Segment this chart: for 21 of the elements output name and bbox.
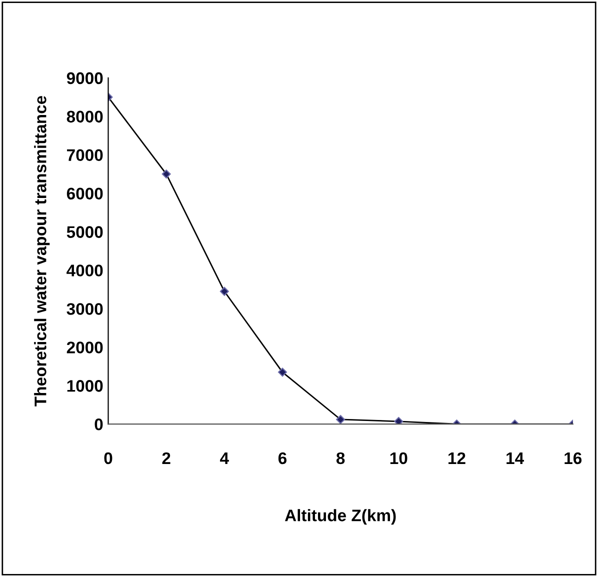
x-tick-label: 6 — [278, 452, 287, 464]
x-tick-label: 4 — [220, 452, 229, 464]
y-tick-label: 7000 — [67, 149, 103, 162]
y-tick-label: 8000 — [66, 110, 103, 123]
y-tick-label: 2000 — [66, 342, 103, 354]
y-tick-label: 3000 — [66, 303, 103, 315]
x-tick-label: 8 — [336, 452, 345, 464]
y-tick-label: 0 — [94, 418, 103, 430]
x-tick-label: 16 — [564, 452, 582, 464]
x-tick-label: 10 — [390, 452, 408, 464]
x-tick-label: 2 — [162, 452, 170, 464]
y-axis-title: Theoretical water vapour transmittance — [34, 96, 50, 406]
x-tick-label: 12 — [448, 452, 466, 464]
x-axis-title: Altitude Z(km) — [284, 509, 396, 525]
x-tick-label: 0 — [104, 452, 112, 464]
x-tick-label: 14 — [506, 452, 524, 464]
y-tick-label: 9000 — [66, 72, 103, 84]
y-tick-label: 4000 — [66, 264, 103, 276]
y-tick-label: 6000 — [66, 188, 103, 200]
y-tick-label: 1000 — [67, 380, 103, 392]
y-tick-label: 5000 — [66, 226, 103, 238]
